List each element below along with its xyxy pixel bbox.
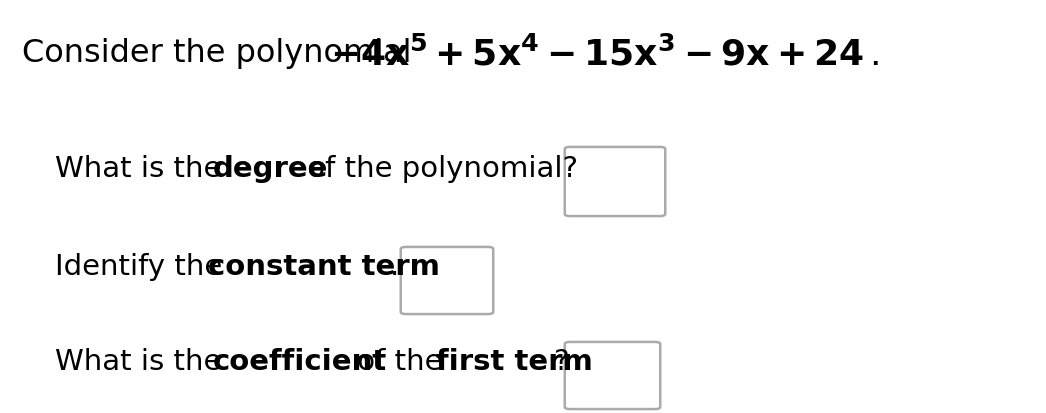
Text: Identify the: Identify the xyxy=(55,252,231,280)
Text: of the: of the xyxy=(348,347,452,375)
Text: What is the: What is the xyxy=(55,154,230,183)
Text: .: . xyxy=(390,252,400,280)
Text: Consider the polynomial: Consider the polynomial xyxy=(22,38,411,69)
Text: first term: first term xyxy=(436,347,593,375)
Text: What is the: What is the xyxy=(55,347,230,375)
Text: $\mathbf{-4x^5 + 5x^4 - 15x^3 - 9x + 24}\,.$: $\mathbf{-4x^5 + 5x^4 - 15x^3 - 9x + 24}… xyxy=(329,37,879,73)
Text: of the polynomial?: of the polynomial? xyxy=(298,154,578,183)
Text: degree: degree xyxy=(213,154,328,183)
Text: ?: ? xyxy=(554,347,569,375)
Text: constant term: constant term xyxy=(208,252,440,280)
Text: coefficient: coefficient xyxy=(213,347,387,375)
